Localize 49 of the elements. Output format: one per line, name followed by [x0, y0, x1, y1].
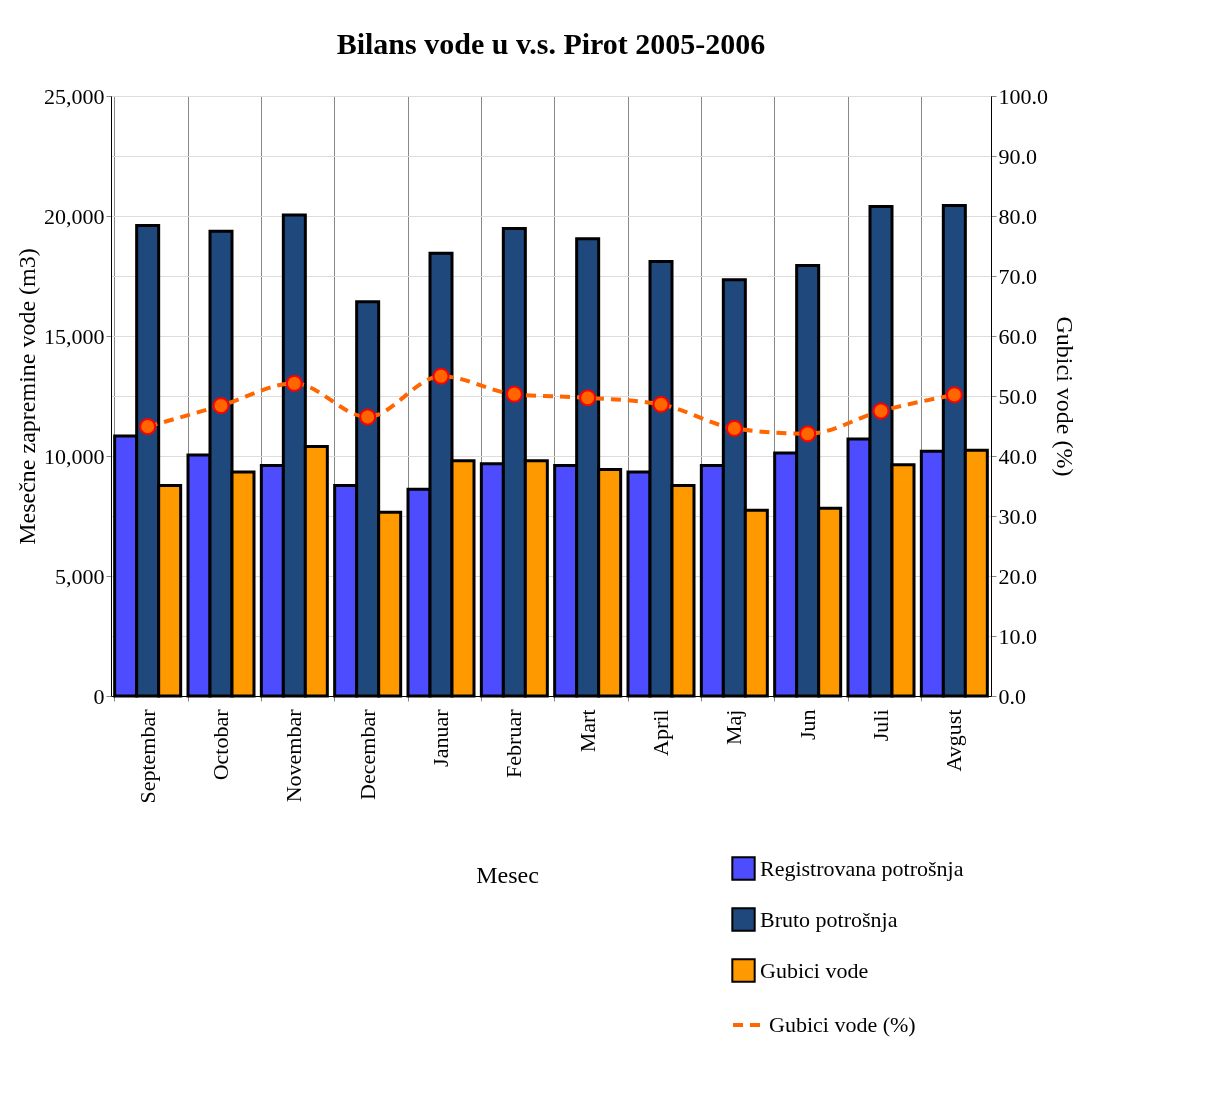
x-tick-label: Juli — [868, 709, 893, 742]
point — [139, 418, 157, 435]
point — [872, 402, 890, 420]
x-tick-label: Avgust — [941, 709, 967, 772]
y-axis-title: Mesečne zapremine vode (m3) — [14, 248, 40, 545]
y-tick-label: 5,000 — [55, 563, 105, 589]
legend-label: Bruto potrošnja — [760, 906, 898, 932]
point — [212, 397, 230, 414]
y2-tick-label: 40.0 — [998, 443, 1037, 469]
y2-tick-label: 0.0 — [998, 683, 1026, 709]
y2-tick-label: 70.0 — [998, 263, 1037, 289]
y2-tick-label: 60.0 — [998, 323, 1037, 349]
point — [579, 389, 597, 407]
legend-label: Registrovana potrošnja — [760, 855, 964, 881]
x-tick-label: Jun — [794, 709, 820, 741]
x-tick-label: Decembar — [354, 708, 380, 800]
y2-tick-label: 50.0 — [998, 383, 1037, 409]
x-tick-label: Septembar — [134, 708, 160, 804]
x-axis-title: Mesec — [476, 861, 539, 888]
point — [505, 385, 523, 403]
point — [432, 367, 450, 385]
point — [725, 420, 743, 437]
y2-tick-label: 30.0 — [998, 503, 1037, 529]
x-tick-label: Novembar — [281, 708, 307, 803]
point — [652, 396, 670, 413]
x-tick-label: April — [648, 709, 673, 756]
point — [285, 375, 303, 392]
y2-tick-label: 10.0 — [998, 623, 1037, 649]
y2-axis-title: Gubici vode (%) — [1052, 316, 1078, 477]
x-tick-label: Maj — [721, 709, 747, 745]
y2-tick-label: 100.0 — [998, 83, 1048, 109]
point — [945, 386, 963, 404]
point — [799, 425, 817, 443]
x-tick-label: Octobar — [208, 708, 233, 781]
legend-label: Gubici vode (%) — [769, 1012, 916, 1037]
y2-tick-label: 90.0 — [998, 143, 1037, 169]
y-tick-label: 0 — [93, 683, 105, 709]
y-tick-label: 15,000 — [44, 323, 105, 349]
x-tick-label: Januar — [428, 708, 453, 767]
y2-tick-label: 80.0 — [998, 203, 1037, 229]
legend-label: Gubici vode — [760, 957, 869, 983]
y-tick-label: 20,000 — [44, 203, 105, 229]
x-tick-label: Mart — [574, 709, 600, 753]
point — [359, 408, 377, 426]
y-tick-label: 10,000 — [44, 443, 105, 469]
chart-title: Bilans vode u v.s. Pirot 2005-2006 — [336, 27, 766, 60]
x-tick-label: Februar — [501, 708, 527, 778]
y-tick-label: 25,000 — [44, 83, 105, 109]
y2-tick-label: 20.0 — [998, 563, 1037, 589]
